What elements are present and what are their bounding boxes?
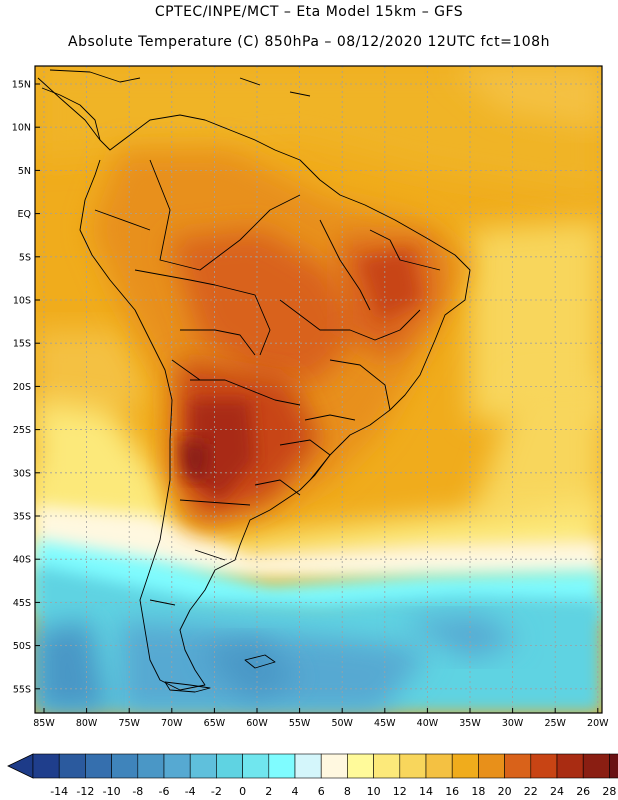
colorbar-label: 22 [524, 785, 538, 798]
colorbar-swatch [373, 753, 401, 779]
colorbar-label: 2 [265, 785, 272, 798]
lon-tick-label: 75W [118, 718, 140, 729]
lon-tick-label: 80W [76, 718, 98, 729]
colorbar-label: 20 [498, 785, 512, 798]
latitude-labels: 15N 10N 5N EQ 5S 10S 15S 20S 25S 30S 35S 40S 45S 50S 5… [12, 80, 40, 695]
colorbar-label: 10 [367, 785, 381, 798]
colorbar-swatch [242, 753, 270, 779]
lon-tick-label: 35W [459, 718, 481, 729]
colorbar-left-arrow [7, 753, 34, 779]
colorbar-swatch [399, 753, 427, 779]
lat-tick-label: 20S [13, 382, 31, 393]
colorbar-swatch [32, 753, 60, 779]
colorbar-swatch [451, 753, 479, 779]
lat-tick-label: 40S [13, 555, 31, 566]
colorbar-swatch [216, 753, 243, 779]
lat-tick-label: 5S [19, 252, 31, 263]
lat-tick-label: 10N [12, 123, 31, 134]
lon-tick-label: 30W [502, 718, 524, 729]
lat-tick-label: 10S [13, 296, 31, 307]
lon-tick-label: 40W [417, 718, 439, 729]
coastlines-and-borders [37, 69, 471, 693]
colorbar-label: 28 [602, 785, 616, 798]
colorbar: -14 -12 -10 -8 -6 -4 -2 0 2 4 6 8 10 12 14 16 18 20 22 24 26… [7, 753, 618, 798]
lat-tick-label: EQ [18, 209, 31, 220]
lat-tick-label: 55S [13, 684, 31, 695]
lon-tick-label: 25W [544, 718, 566, 729]
lat-tick-label: 5N [18, 166, 31, 177]
colorbar-swatch [85, 753, 112, 779]
colorbar-label: 26 [576, 785, 590, 798]
colorbar-label: -10 [103, 785, 121, 798]
lon-tick-label: 20W [587, 718, 609, 729]
colorbar-label: 24 [550, 785, 564, 798]
lon-tick-label: 65W [204, 718, 226, 729]
lat-tick-label: 45S [13, 598, 31, 609]
lat-tick-label: 50S [13, 641, 31, 652]
colorbar-label: 12 [393, 785, 407, 798]
colorbar-label: 18 [471, 785, 485, 798]
map-frame [34, 65, 603, 714]
colorbar-label: 16 [445, 785, 459, 798]
temperature-field [35, 66, 602, 713]
colorbar-swatch [58, 753, 86, 779]
colorbar-label: 4 [292, 785, 299, 798]
colorbar-swatch [582, 753, 610, 779]
colorbar-swatch [530, 753, 558, 779]
lat-tick-label: 25S [13, 425, 31, 436]
colorbar-swatch [320, 753, 348, 779]
colorbar-swatch [347, 753, 374, 779]
colorbar-swatch [478, 753, 505, 779]
lat-tick-label: 35S [13, 512, 31, 523]
colorbar-label: -8 [132, 785, 143, 798]
colorbar-swatch [189, 753, 217, 779]
colorbar-label: -2 [211, 785, 222, 798]
lon-tick-label: 60W [246, 718, 268, 729]
colorbar-swatch [137, 753, 165, 779]
colorbar-label: 8 [344, 785, 351, 798]
colorbar-swatch [504, 753, 532, 779]
colorbar-swatch [609, 753, 618, 779]
colorbar-swatch [556, 753, 584, 779]
colorbar-swatch [111, 753, 139, 779]
lon-tick-label: 50W [331, 718, 353, 729]
colorbar-label: 6 [318, 785, 325, 798]
lat-tick-label: 15S [13, 339, 31, 350]
colorbar-label: -4 [185, 785, 196, 798]
colorbar-swatch [268, 753, 296, 779]
colorbar-swatch [294, 753, 322, 779]
lon-tick-label: 70W [161, 718, 183, 729]
colorbar-label: -12 [76, 785, 94, 798]
colorbar-swatch [163, 753, 191, 779]
lon-tick-label: 45W [374, 718, 396, 729]
colorbar-label: -6 [159, 785, 170, 798]
colorbar-label: -14 [50, 785, 68, 798]
lat-tick-label: 30S [13, 468, 31, 479]
lon-tick-label: 55W [289, 718, 311, 729]
longitude-labels: 85W 80W 75W 70W 65W 60W 55W 50W 45W 40W 35W 30W 25W 2… [33, 708, 609, 729]
title-line-2: Absolute Temperature (C) 850hPa – 08/12/… [68, 34, 550, 50]
title-line-1: CPTEC/INPE/MCT – Eta Model 15km – GFS [154, 4, 464, 20]
colorbar-label: 0 [239, 785, 246, 798]
lat-tick-label: 15N [12, 80, 31, 91]
colorbar-swatch [425, 753, 453, 779]
colorbar-label: 14 [419, 785, 433, 798]
lon-tick-label: 85W [33, 718, 55, 729]
